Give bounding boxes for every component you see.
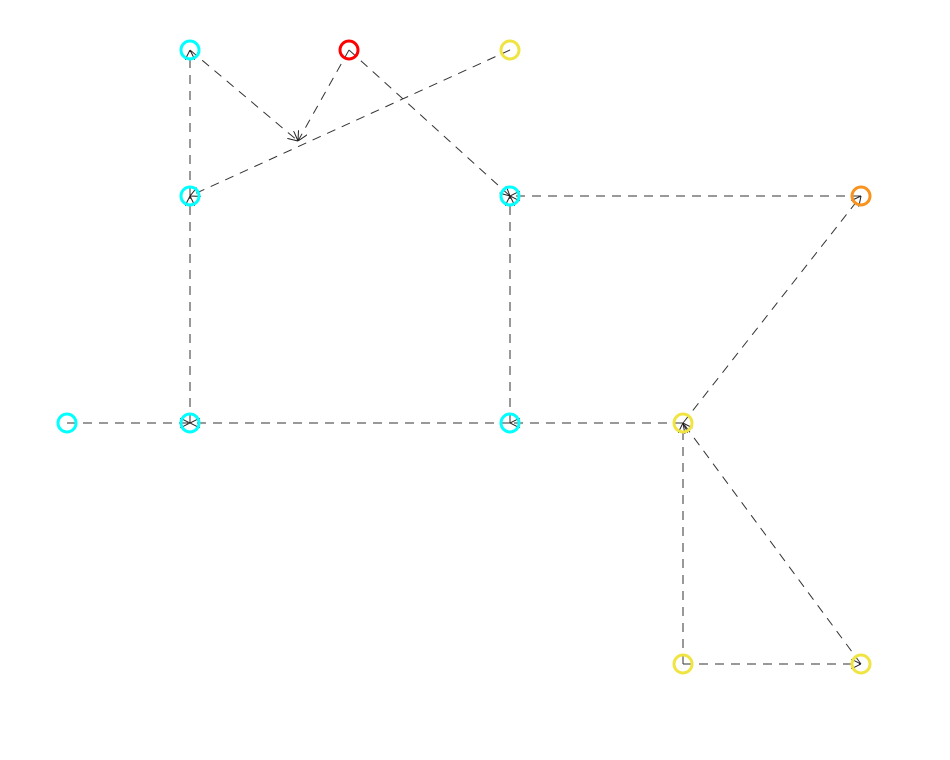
edge-c-d (190, 49, 511, 196)
node-b (338, 39, 360, 61)
node-a (179, 39, 201, 61)
edge-j-f (682, 196, 861, 424)
node-e (499, 185, 521, 207)
node-d (179, 185, 201, 207)
node-f (850, 185, 872, 207)
node-g (56, 412, 78, 434)
edge-b-x (298, 49, 350, 141)
edge-b-e (348, 49, 510, 196)
edge-l-j (683, 423, 862, 665)
node-c (499, 39, 521, 61)
node-j (672, 412, 694, 434)
edges-layer (67, 49, 862, 665)
edge-a-x (189, 49, 298, 141)
node-i (499, 412, 521, 434)
nodes-layer (56, 39, 872, 675)
node-k (672, 653, 694, 675)
node-h (179, 412, 201, 434)
node-l (850, 653, 872, 675)
